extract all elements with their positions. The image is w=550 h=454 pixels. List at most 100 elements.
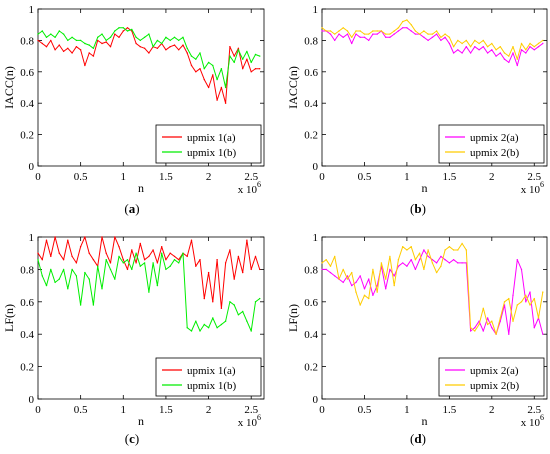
- data-point: [92, 47, 95, 49]
- data-point: [97, 36, 99, 38]
- data-point: [334, 275, 336, 277]
- data-point: [427, 33, 429, 35]
- data-point: [342, 268, 344, 271]
- data-point: [452, 46, 455, 48]
- data-point: [334, 33, 336, 35]
- data-point: [351, 271, 353, 274]
- y-axis-label: IACC(n): [2, 66, 16, 109]
- data-point: [182, 36, 184, 38]
- data-point: [199, 68, 201, 70]
- y-axis-label: IACC(n): [286, 66, 300, 109]
- data-point: [448, 36, 451, 38]
- data-point: [512, 46, 514, 48]
- x-tick-label: 0: [35, 171, 41, 183]
- data-point: [389, 36, 391, 38]
- data-point: [469, 327, 472, 329]
- y-tick-label: 0: [29, 161, 35, 173]
- data-point: [199, 330, 201, 332]
- data-point: [254, 53, 257, 56]
- x-axis-label: n: [138, 181, 144, 195]
- data-point: [97, 39, 99, 42]
- data-point: [122, 259, 125, 261]
- data-point: [169, 39, 171, 42]
- data-point: [50, 268, 52, 271]
- x-tick-label: 1: [404, 404, 410, 416]
- data-point: [444, 249, 446, 251]
- data-point: [148, 291, 150, 293]
- data-point: [431, 259, 434, 261]
- data-point: [529, 291, 531, 293]
- data-point: [190, 64, 193, 67]
- data-point: [242, 310, 244, 313]
- data-point: [469, 46, 472, 48]
- data-point: [342, 36, 344, 38]
- data-point: [414, 259, 417, 261]
- data-point: [542, 39, 544, 42]
- data-point: [329, 271, 332, 274]
- data-point: [186, 327, 188, 329]
- data-point: [161, 42, 163, 45]
- data-point: [156, 262, 159, 264]
- data-point: [259, 297, 261, 300]
- data-point: [368, 297, 370, 300]
- data-point: [229, 46, 231, 48]
- data-point: [161, 252, 163, 254]
- data-point: [355, 33, 357, 35]
- data-point: [537, 42, 540, 45]
- legend-entry: upmix 2(a): [470, 365, 519, 377]
- data-point: [118, 255, 120, 258]
- data-point: [224, 320, 227, 322]
- data-point: [135, 252, 137, 254]
- data-point: [50, 33, 52, 35]
- x-axis-label: n: [422, 414, 428, 428]
- data-point: [529, 304, 531, 306]
- data-point: [516, 259, 518, 261]
- legend-entry: upmix 1(a): [187, 132, 236, 144]
- data-point: [143, 259, 146, 261]
- data-point: [402, 27, 404, 29]
- data-point: [435, 271, 438, 274]
- data-point: [525, 49, 527, 51]
- data-point: [508, 55, 510, 57]
- data-point: [431, 262, 434, 264]
- data-point: [457, 39, 459, 42]
- data-point: [414, 33, 417, 35]
- chart-panel-2: 0 0.2 0.4 0.6 0.8 1 0 0.5 1 1.5 2 2.5 n IACC(n) x 106 u…: [286, 4, 548, 216]
- data-point: [376, 291, 378, 293]
- data-point: [338, 33, 340, 35]
- data-point: [329, 30, 332, 32]
- data-point: [143, 262, 146, 264]
- data-point: [321, 27, 323, 29]
- data-point: [161, 246, 163, 248]
- data-point: [440, 255, 442, 258]
- data-point: [495, 333, 497, 335]
- data-point: [242, 68, 244, 70]
- data-point: [50, 39, 52, 42]
- x-multiplier-exponent: 6: [540, 180, 544, 189]
- data-point: [37, 33, 39, 35]
- x-tick-label: 2.5: [244, 171, 258, 183]
- x-tick-label: 2.5: [527, 404, 541, 416]
- x-multiplier-exponent: 6: [257, 180, 261, 189]
- data-point: [533, 49, 535, 51]
- data-point: [525, 52, 527, 54]
- data-point: [126, 259, 129, 261]
- data-point: [325, 259, 327, 261]
- data-point: [207, 86, 210, 89]
- data-point: [406, 27, 408, 29]
- data-point: [537, 46, 540, 48]
- data-point: [41, 30, 43, 32]
- data-point: [372, 30, 374, 32]
- data-point: [359, 36, 361, 38]
- data-point: [45, 46, 48, 48]
- x-tick-label: 1: [121, 404, 127, 416]
- data-point: [393, 30, 395, 32]
- data-point: [246, 58, 248, 60]
- data-point: [242, 58, 244, 60]
- data-point: [79, 246, 82, 248]
- data-point: [363, 36, 366, 38]
- data-point: [54, 49, 56, 51]
- y-tick-label: 0: [313, 394, 319, 406]
- data-point: [499, 52, 501, 54]
- x-tick-label: 1.5: [442, 171, 456, 183]
